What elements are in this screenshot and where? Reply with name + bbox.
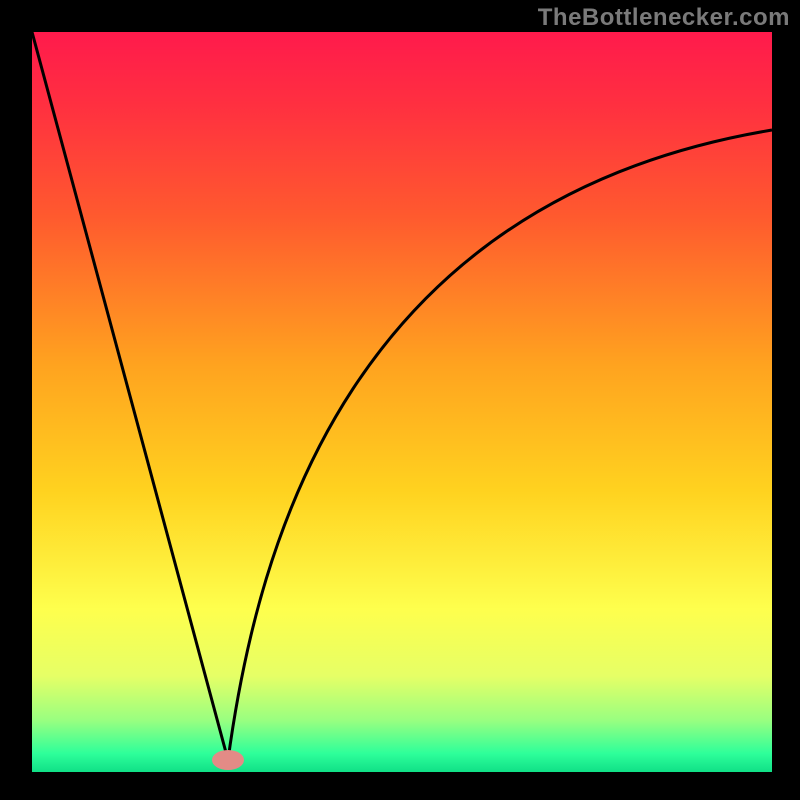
- chart-container: TheBottlenecker.com: [0, 0, 800, 800]
- watermark-text: TheBottlenecker.com: [538, 4, 790, 32]
- chart-svg: [0, 0, 800, 800]
- plot-area: [32, 32, 772, 772]
- curve-right-branch: [228, 130, 772, 760]
- minimum-marker: [212, 750, 244, 770]
- curve-left-branch: [32, 32, 228, 760]
- outer-background: [0, 0, 800, 800]
